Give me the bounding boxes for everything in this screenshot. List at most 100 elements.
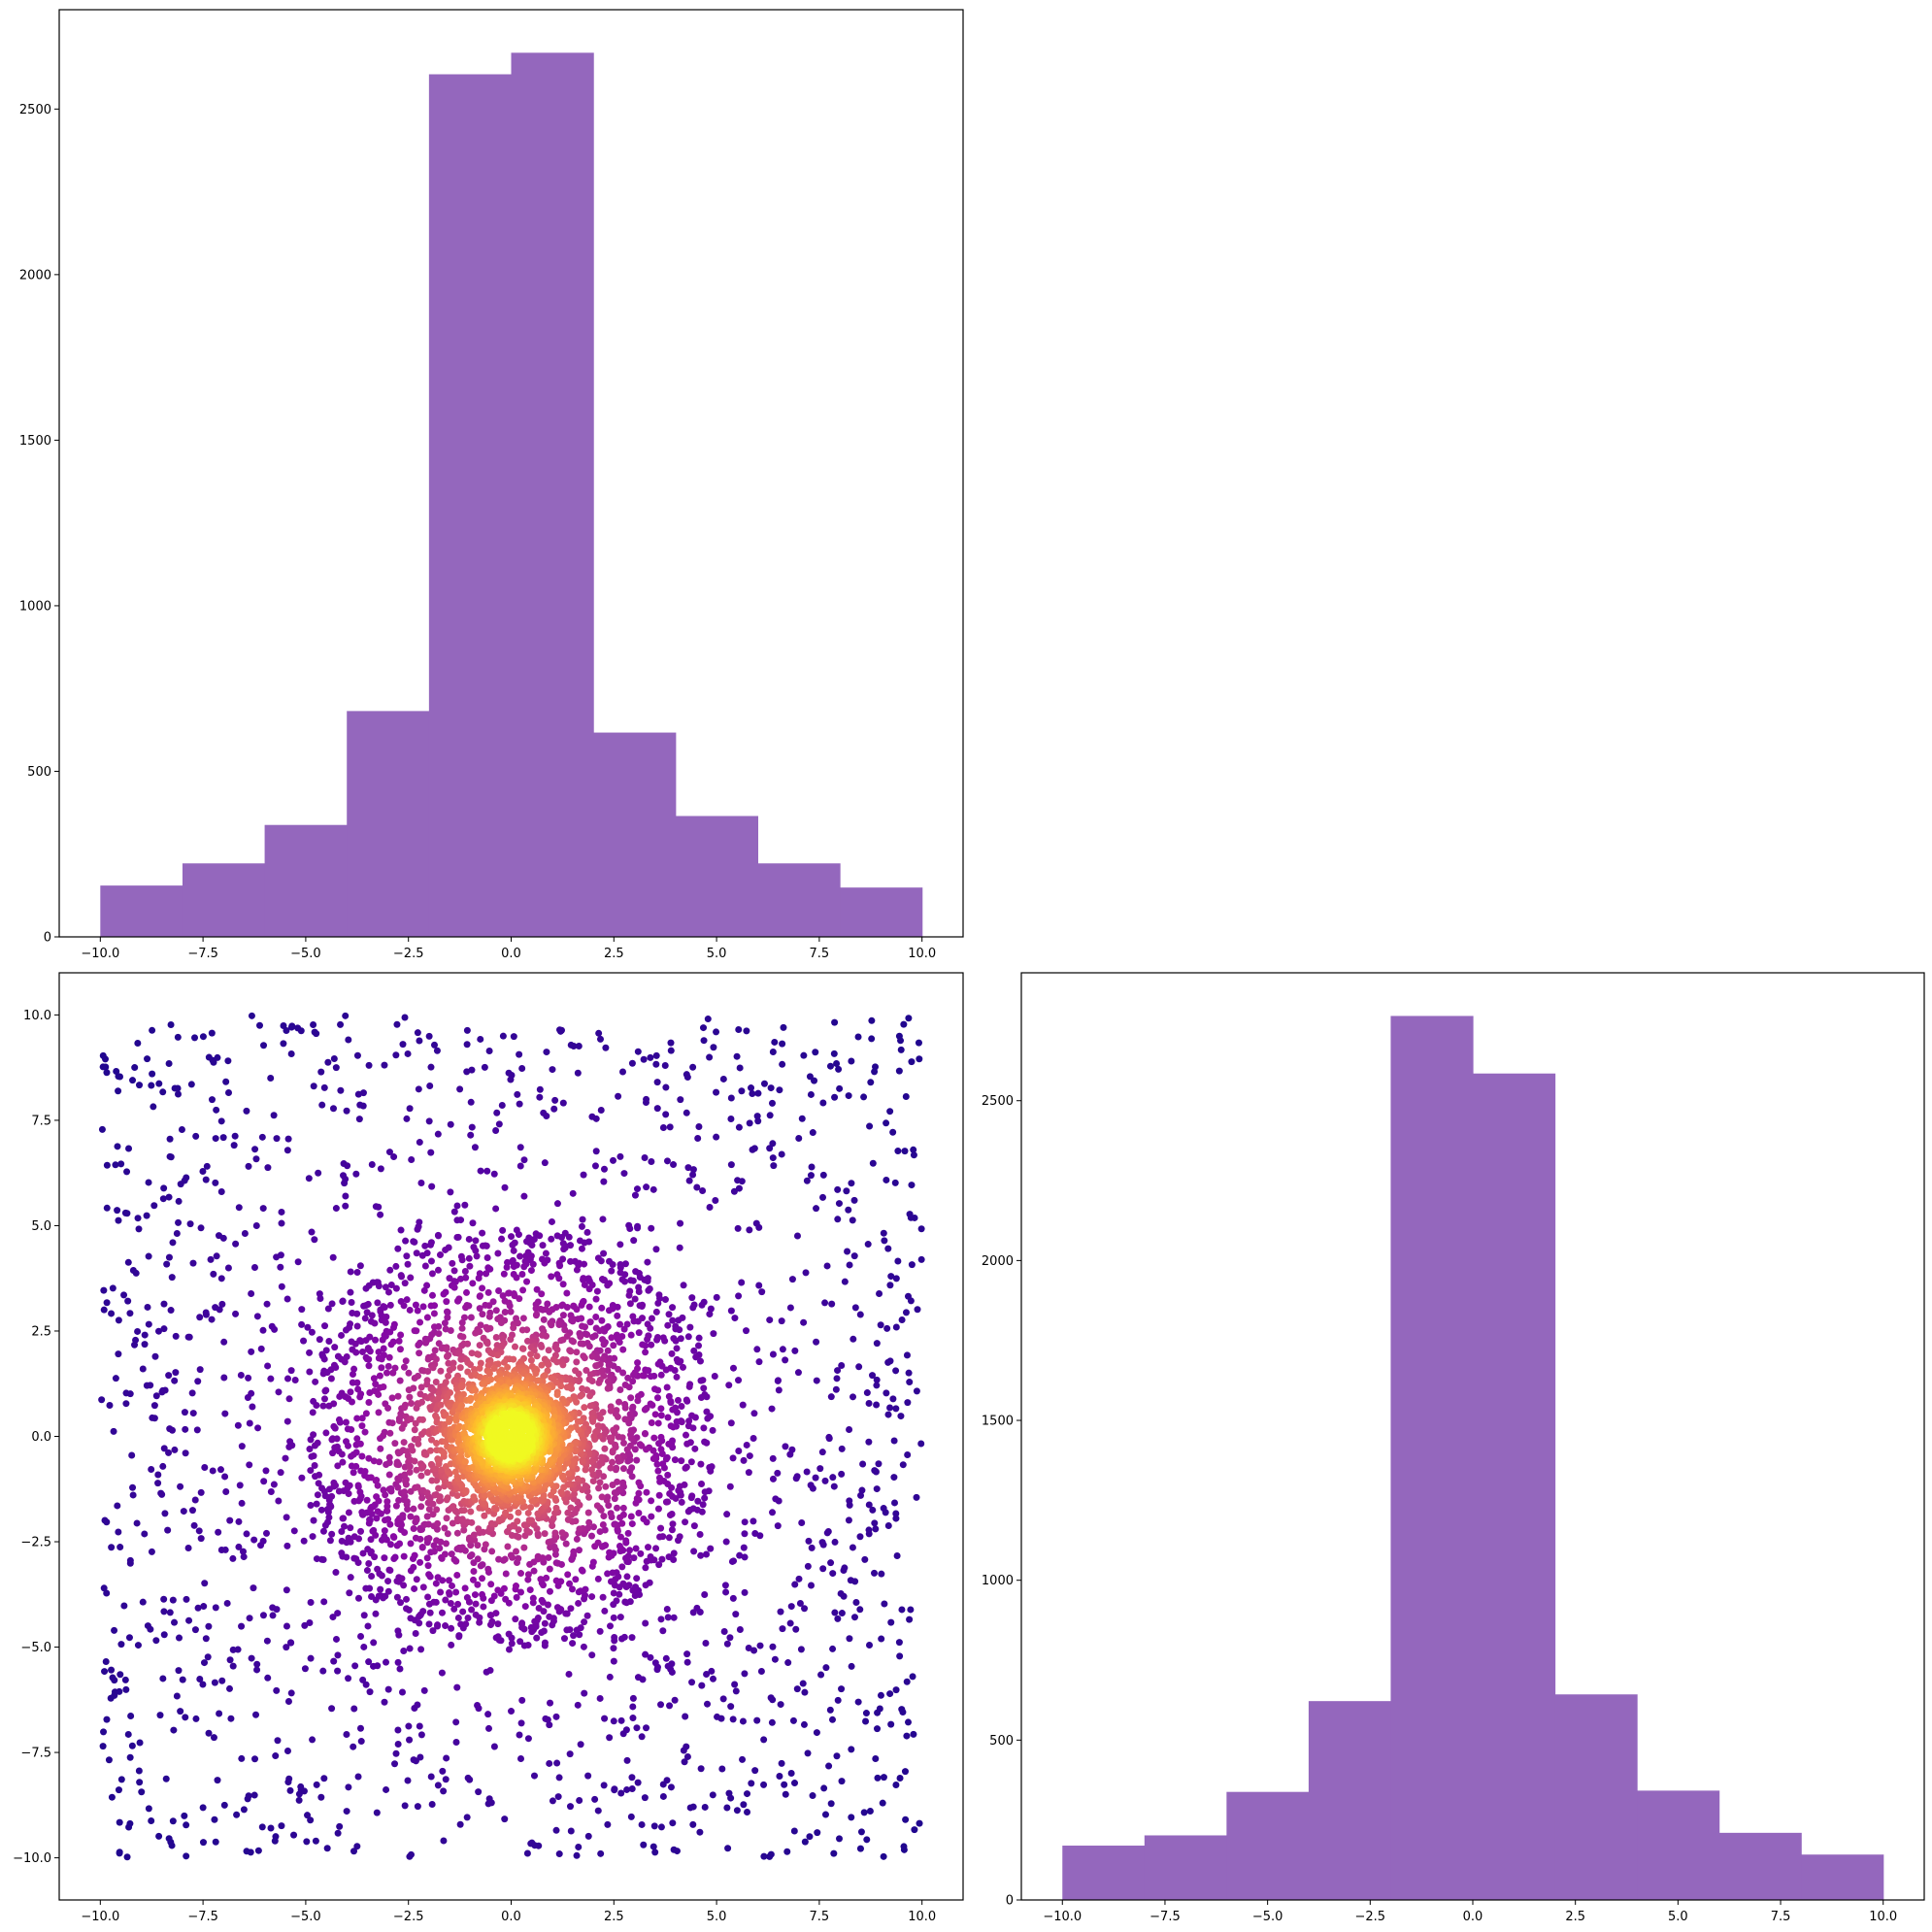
scatter-point <box>793 1685 801 1693</box>
scatter-point <box>448 1550 455 1558</box>
scatter-point <box>500 1270 508 1278</box>
scatter-point <box>314 1491 321 1499</box>
scatter-point <box>625 1291 633 1299</box>
scatter-point <box>458 1256 466 1264</box>
scatter-point <box>444 1494 451 1502</box>
scatter-point <box>187 1081 195 1088</box>
scatter-point <box>530 1567 538 1575</box>
scatter-point <box>147 1382 154 1389</box>
histogram-x-x-tick-label: −10.0 <box>81 947 119 961</box>
scatter-point <box>139 1365 147 1373</box>
scatter-point <box>743 1441 750 1449</box>
scatter-point <box>720 1628 728 1636</box>
scatter-point <box>262 1467 270 1475</box>
scatter-point <box>135 1225 143 1233</box>
scatter-point <box>103 1204 111 1212</box>
scatter-point <box>825 1762 833 1770</box>
scatter-point <box>846 1261 853 1269</box>
scatter-point <box>555 1275 563 1282</box>
scatter-point <box>463 1068 471 1076</box>
scatter-point <box>849 1216 856 1224</box>
scatter-point <box>218 1300 226 1308</box>
scatter-point <box>586 1318 594 1326</box>
scatter-point <box>283 1542 291 1549</box>
scatter-point <box>894 1257 902 1265</box>
scatter-point <box>163 1260 171 1268</box>
scatter-point <box>610 1589 617 1597</box>
scatter-point <box>650 1843 657 1850</box>
scatter-point <box>375 1390 383 1398</box>
scatter-point <box>202 1176 210 1183</box>
histogram-x-bar <box>675 816 759 937</box>
scatter-point <box>271 1325 279 1333</box>
scatter-point <box>298 1474 306 1482</box>
scatter-point <box>807 1172 815 1180</box>
scatter-point <box>467 1131 475 1139</box>
scatter-point <box>368 1510 376 1517</box>
scatter-point <box>709 1791 716 1799</box>
scatter-point <box>545 1361 552 1369</box>
scatter-point <box>538 1343 546 1350</box>
scatter-point <box>506 1646 514 1653</box>
histogram-x-x-tick-label: −2.5 <box>393 947 424 961</box>
scatter-point <box>508 1233 516 1241</box>
scatter-point <box>600 1473 608 1481</box>
scatter-point <box>462 1620 470 1628</box>
scatter-point <box>850 1614 858 1621</box>
scatter-point <box>423 1554 431 1562</box>
scatter-point <box>108 1310 116 1317</box>
scatter-point <box>435 1395 443 1403</box>
scatter-point <box>892 1275 900 1282</box>
scatter-point <box>217 1275 225 1282</box>
scatter-point <box>662 1654 670 1662</box>
scatter-point <box>751 1529 759 1537</box>
scatter-point <box>464 1340 472 1348</box>
scatter-point <box>595 1029 603 1037</box>
scatter-point <box>386 1301 394 1309</box>
scatter-point <box>364 1300 372 1308</box>
scatter-point <box>353 1322 361 1330</box>
scatter-point <box>494 1633 502 1641</box>
scatter-point <box>663 1777 671 1784</box>
scatter-point <box>167 1153 175 1161</box>
scatter-point <box>513 1593 520 1601</box>
scatter-point <box>755 1358 763 1366</box>
scatter-point <box>871 1068 879 1076</box>
scatter-point <box>411 1457 418 1465</box>
scatter-point <box>144 1055 151 1063</box>
scatter-point <box>697 1551 705 1559</box>
scatter-panel: −10.0 −7.5 −5.0 −2.5 0.0 2.5 5.0 7.5 10.0 −10.0−… <box>13 972 964 1924</box>
scatter-point <box>619 1465 627 1473</box>
scatter-point <box>688 1412 696 1419</box>
scatter-point <box>718 1765 726 1773</box>
scatter-point <box>135 1767 143 1775</box>
scatter-point <box>589 1333 597 1341</box>
scatter-point <box>697 1460 705 1468</box>
scatter-point <box>452 1739 460 1747</box>
scatter-point <box>499 1226 507 1234</box>
scatter-point <box>597 1849 605 1857</box>
scatter-point <box>220 1801 228 1809</box>
scatter-point <box>468 1123 476 1131</box>
scatter-point <box>766 1316 774 1324</box>
scatter-point <box>484 1565 492 1573</box>
scatter-point <box>429 1511 437 1518</box>
scatter-point <box>551 1510 559 1517</box>
scatter-point <box>415 1436 422 1444</box>
scatter-point <box>567 1242 575 1249</box>
scatter-point <box>698 1301 706 1309</box>
scatter-point <box>400 1648 408 1655</box>
scatter-point <box>430 1548 438 1555</box>
scatter-point <box>604 1384 612 1392</box>
scatter-point <box>621 1278 629 1285</box>
scatter-point <box>598 1453 606 1461</box>
scatter-point <box>307 1654 315 1662</box>
scatter-point <box>162 1775 170 1782</box>
scatter-point <box>221 1473 229 1481</box>
scatter-point <box>792 1625 800 1633</box>
scatter-point <box>257 1345 265 1352</box>
scatter-point <box>774 1377 782 1384</box>
scatter-point <box>548 1235 555 1243</box>
scatter-point <box>500 1584 508 1592</box>
scatter-point <box>599 1593 607 1601</box>
